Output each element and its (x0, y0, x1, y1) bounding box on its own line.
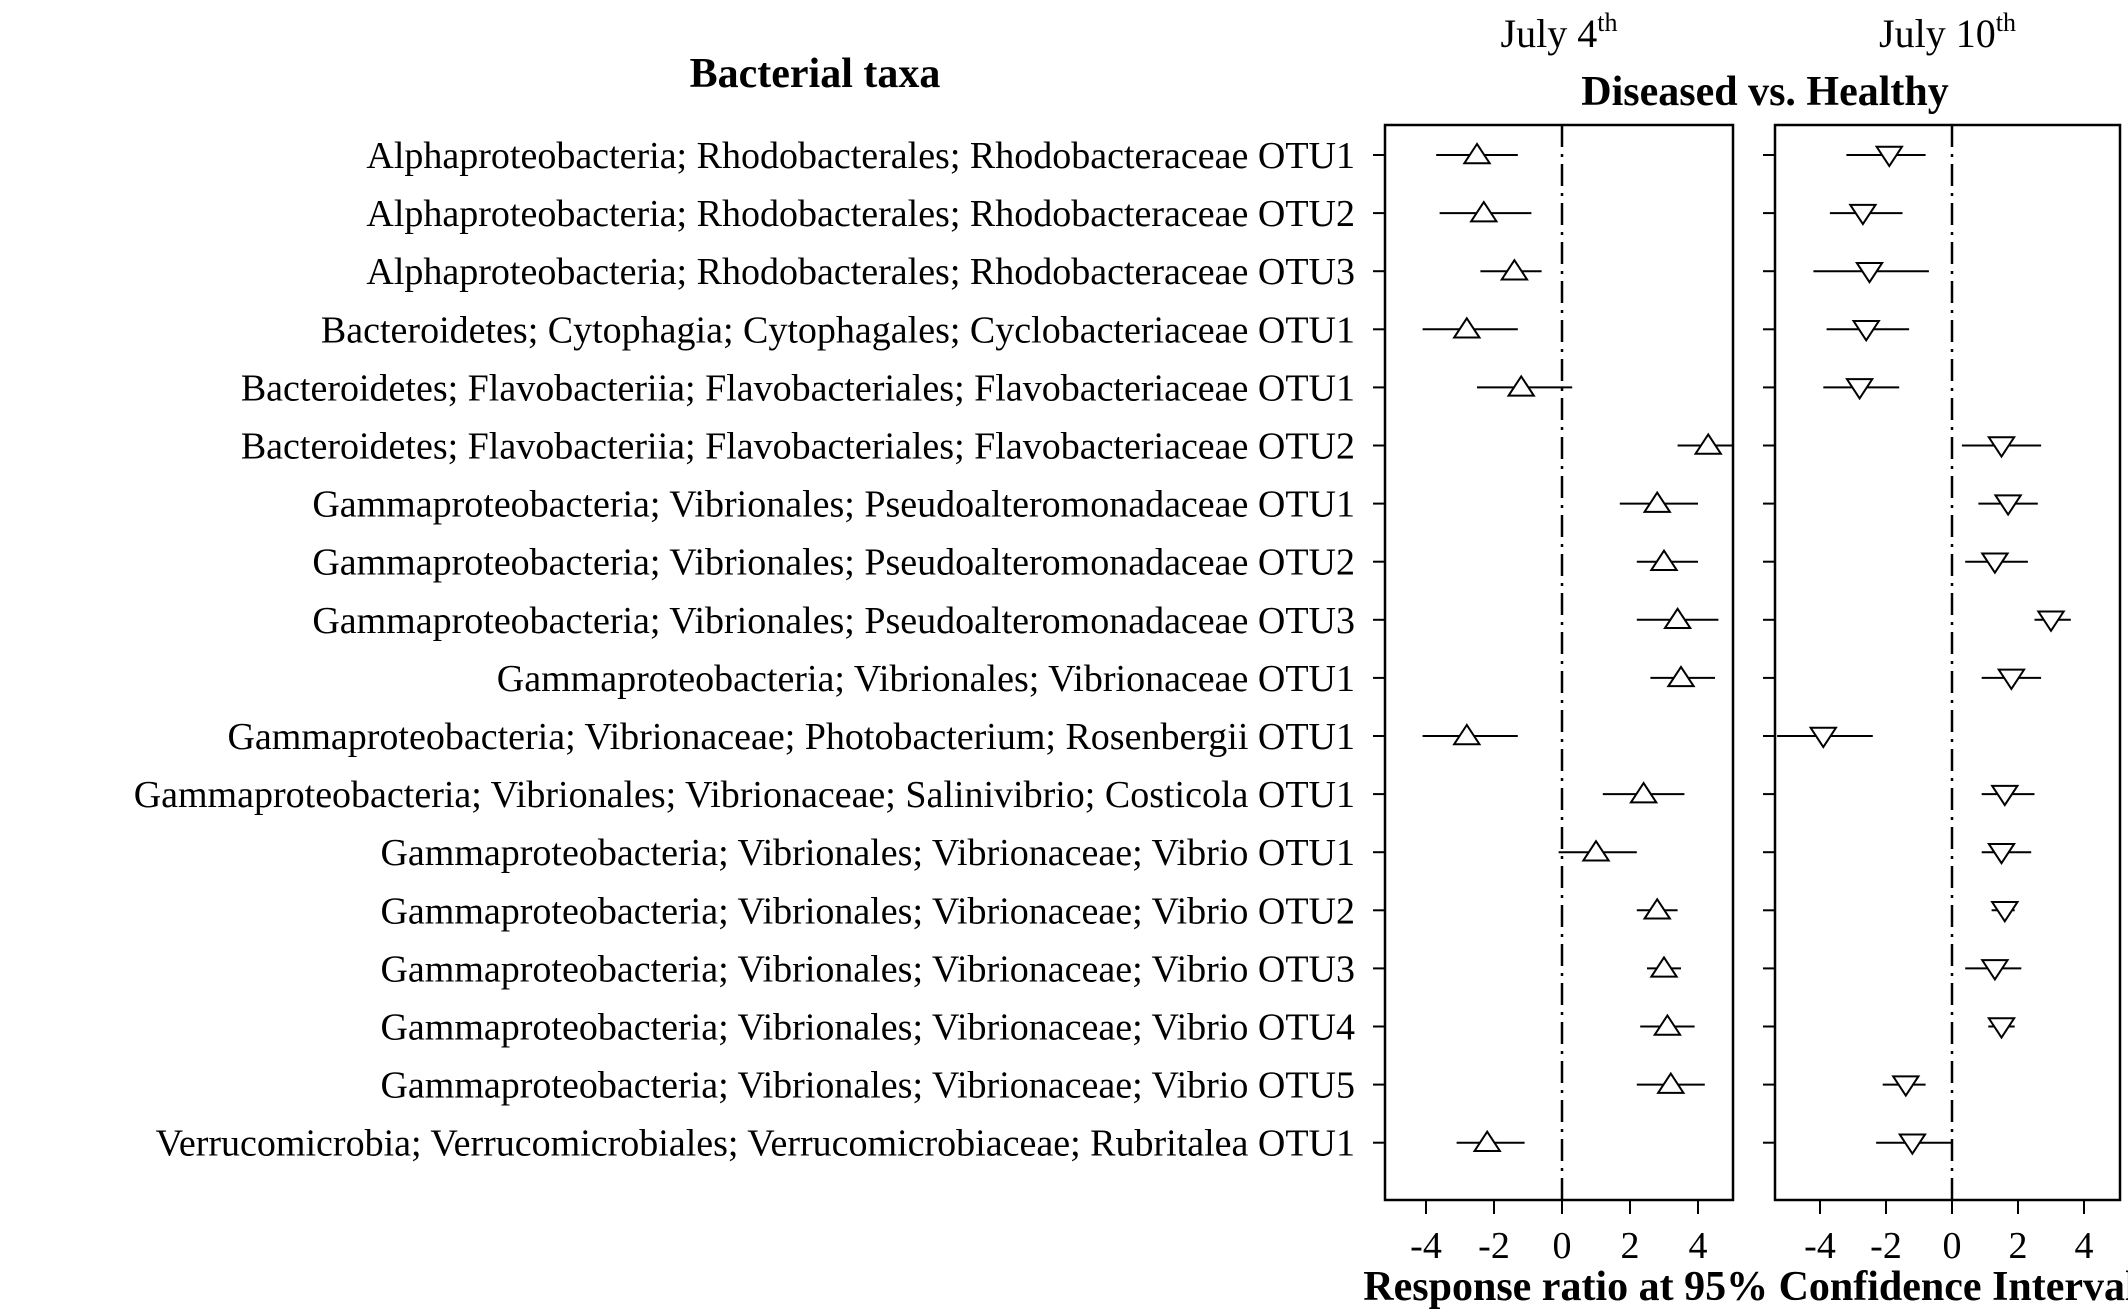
panel-title-text: July 4 (1501, 11, 1598, 56)
point-estimate-marker (1990, 901, 2020, 924)
point-estimate-marker (1845, 378, 1875, 401)
point-estimate-marker (1499, 258, 1529, 281)
taxon-label: Gammaproteobacteria; Vibrionales; Vibrio… (380, 948, 1355, 990)
panel-title-text: July 10 (1879, 11, 1996, 56)
point-estimate-marker (1472, 1129, 1502, 1152)
point-estimate-marker (1652, 1013, 1682, 1036)
point-estimate-marker (1993, 494, 2023, 517)
panel-frame (1773, 123, 2122, 1202)
point-estimate-marker (2036, 610, 2066, 633)
x-axis-title: Response ratio at 95% Confidence Interva… (1363, 1264, 2128, 1310)
point-estimate-marker (1874, 145, 1904, 168)
point-estimate-marker (1986, 436, 2017, 459)
x-tick-label: 0 (1943, 1225, 1962, 1267)
point-estimate-marker (1996, 668, 2026, 691)
point-estimate-marker (1891, 1075, 1921, 1098)
point-estimate-marker (1452, 316, 1482, 339)
point-estimate-marker (1986, 1017, 2017, 1040)
point-estimate-marker (1663, 606, 1693, 630)
point-estimate-marker (1980, 959, 2010, 982)
taxon-label: Bacteroidetes; Cytophagia; Cytophagales;… (321, 309, 1355, 351)
point-estimate-marker (1693, 432, 1723, 455)
point-estimate-marker (1851, 320, 1881, 343)
panel-title-superscript: th (1996, 8, 2016, 37)
point-estimate-marker (1897, 1133, 1927, 1156)
panel-1: July 4th -4 -2 0 2 4 (1373, 8, 1735, 1267)
taxon-label: Gammaproteobacteria; Vibrionales; Vibrio… (380, 1065, 1355, 1107)
point-estimate-marker (1642, 490, 1672, 513)
taxon-label: Gammaproteobacteria; Vibrionales; Vibrio… (380, 890, 1355, 932)
row-header: Bacterial taxa (690, 51, 941, 97)
panel-title: July 10th (1879, 8, 2016, 56)
x-tick-label: 4 (1689, 1225, 1708, 1267)
x-tick-label: -4 (1410, 1225, 1442, 1267)
point-estimate-marker (1666, 665, 1696, 688)
point-estimate-marker (1990, 784, 2020, 807)
taxon-label: Gammaproteobacteria; Vibrionales; Pseudo… (312, 484, 1355, 526)
point-estimate-marker (1642, 897, 1672, 920)
x-tick-label: -4 (1804, 1225, 1836, 1267)
taxon-label: Alphaproteobacteria; Rhodobacterales; Rh… (366, 193, 1355, 235)
point-estimate-marker (1649, 955, 1679, 978)
taxon-label: Gammaproteobacteria; Vibrionaceae; Photo… (227, 716, 1355, 758)
taxon-label: Bacteroidetes; Flavobacteriia; Flavobact… (241, 367, 1355, 409)
taxa-labels: Alphaproteobacteria; Rhodobacterales; Rh… (134, 135, 1355, 1165)
point-estimate-marker (1986, 842, 2017, 866)
point-estimate-marker (1980, 552, 2010, 575)
taxon-label: Verrucomicrobia; Verrucomicrobiales; Ver… (156, 1123, 1355, 1165)
x-tick-label: 0 (1553, 1225, 1572, 1267)
x-tick-label: 2 (2009, 1225, 2028, 1267)
point-estimate-marker (1808, 726, 1838, 749)
x-tick-label: -2 (1870, 1225, 1902, 1267)
taxon-label: Gammaproteobacteria; Vibrionales; Vibrio… (380, 1007, 1355, 1049)
taxon-label: Gammaproteobacteria; Vibrionales; Vibrio… (134, 774, 1355, 816)
point-estimate-marker (1581, 839, 1611, 862)
panel-title: July 4th (1501, 8, 1618, 56)
point-estimate-marker (1462, 142, 1492, 165)
taxon-label: Gammaproteobacteria; Vibrionales; Pseudo… (312, 600, 1355, 642)
point-estimate-marker (1506, 374, 1536, 397)
x-tick-label: 2 (1621, 1225, 1640, 1267)
x-tick-label: -2 (1478, 1225, 1510, 1267)
panel-title-superscript: th (1597, 8, 1617, 37)
taxon-label: Gammaproteobacteria; Vibrionales; Pseudo… (312, 542, 1355, 584)
comparison-title: Diseased vs. Healthy (1581, 69, 1949, 115)
point-estimate-marker (1649, 548, 1679, 571)
point-estimate-marker (1469, 200, 1499, 223)
taxon-label: Alphaproteobacteria; Rhodobacterales; Rh… (366, 251, 1355, 293)
taxon-label: Gammaproteobacteria; Vibrionales; Vibrio… (497, 658, 1355, 700)
point-estimate-marker (1854, 261, 1885, 285)
point-estimate-marker (1848, 203, 1878, 226)
panel-frame (1383, 123, 1735, 1202)
taxon-label: Bacteroidetes; Flavobacteriia; Flavobact… (241, 426, 1355, 468)
x-tick-label: 4 (2075, 1225, 2094, 1267)
taxon-label: Alphaproteobacteria; Rhodobacterales; Rh… (366, 135, 1355, 177)
point-estimate-marker (1452, 723, 1482, 746)
taxon-label: Gammaproteobacteria; Vibrionales; Vibrio… (380, 832, 1355, 874)
point-estimate-marker (1629, 781, 1659, 804)
panel-2: July 10th -4 -2 0 2 4 (1763, 8, 2122, 1267)
point-estimate-marker (1656, 1071, 1686, 1094)
